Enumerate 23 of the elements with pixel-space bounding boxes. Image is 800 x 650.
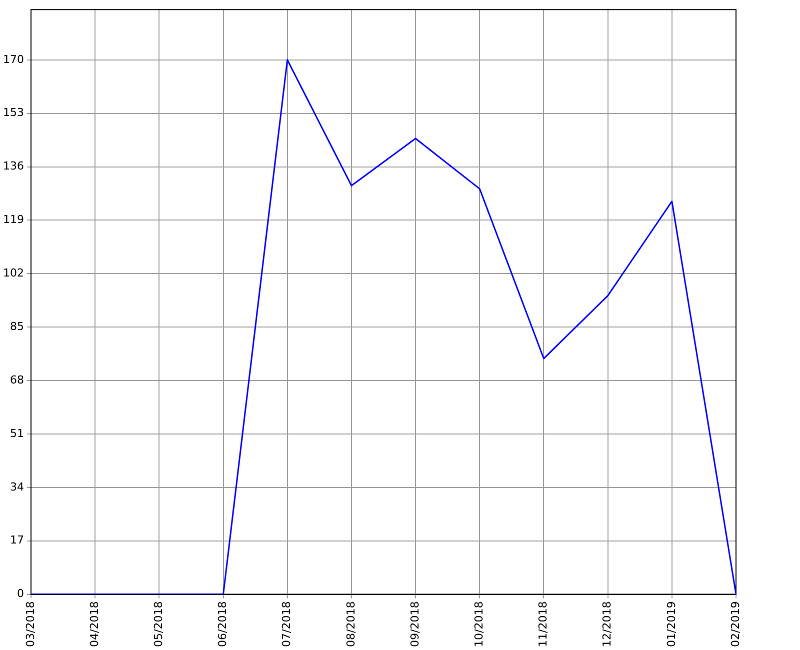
y-tick-label: 85 — [10, 320, 24, 333]
x-tick-label: 11/2018 — [536, 601, 550, 648]
y-tick-label: 0 — [16, 587, 24, 600]
x-tick-label: 02/2019 — [728, 601, 742, 648]
x-tick-label: 07/2018 — [280, 601, 294, 648]
y-tick-label: 170 — [2, 52, 24, 66]
y-tick-label: 102 — [2, 266, 24, 280]
x-tick-label: 09/2018 — [408, 601, 422, 648]
y-tick-label: 119 — [2, 213, 24, 226]
x-tick-label: 03/2018 — [24, 601, 37, 648]
x-tick-label: 01/2019 — [664, 601, 678, 648]
y-tick-label: 34 — [10, 480, 24, 494]
y-tick-label: 136 — [2, 160, 24, 173]
x-tick-label: 12/2018 — [600, 601, 614, 648]
y-tick-label: 17 — [10, 534, 24, 547]
x-tick-label: 06/2018 — [216, 601, 230, 648]
y-tick-label: 68 — [10, 373, 24, 386]
y-tick-label: 153 — [2, 106, 24, 120]
x-tick-label: 05/2018 — [152, 601, 166, 648]
x-tick-label: 04/2018 — [88, 601, 101, 648]
y-tick-label: 51 — [10, 426, 24, 440]
x-tick-label: 10/2018 — [472, 601, 486, 648]
x-tick-label: 08/2018 — [344, 601, 358, 648]
